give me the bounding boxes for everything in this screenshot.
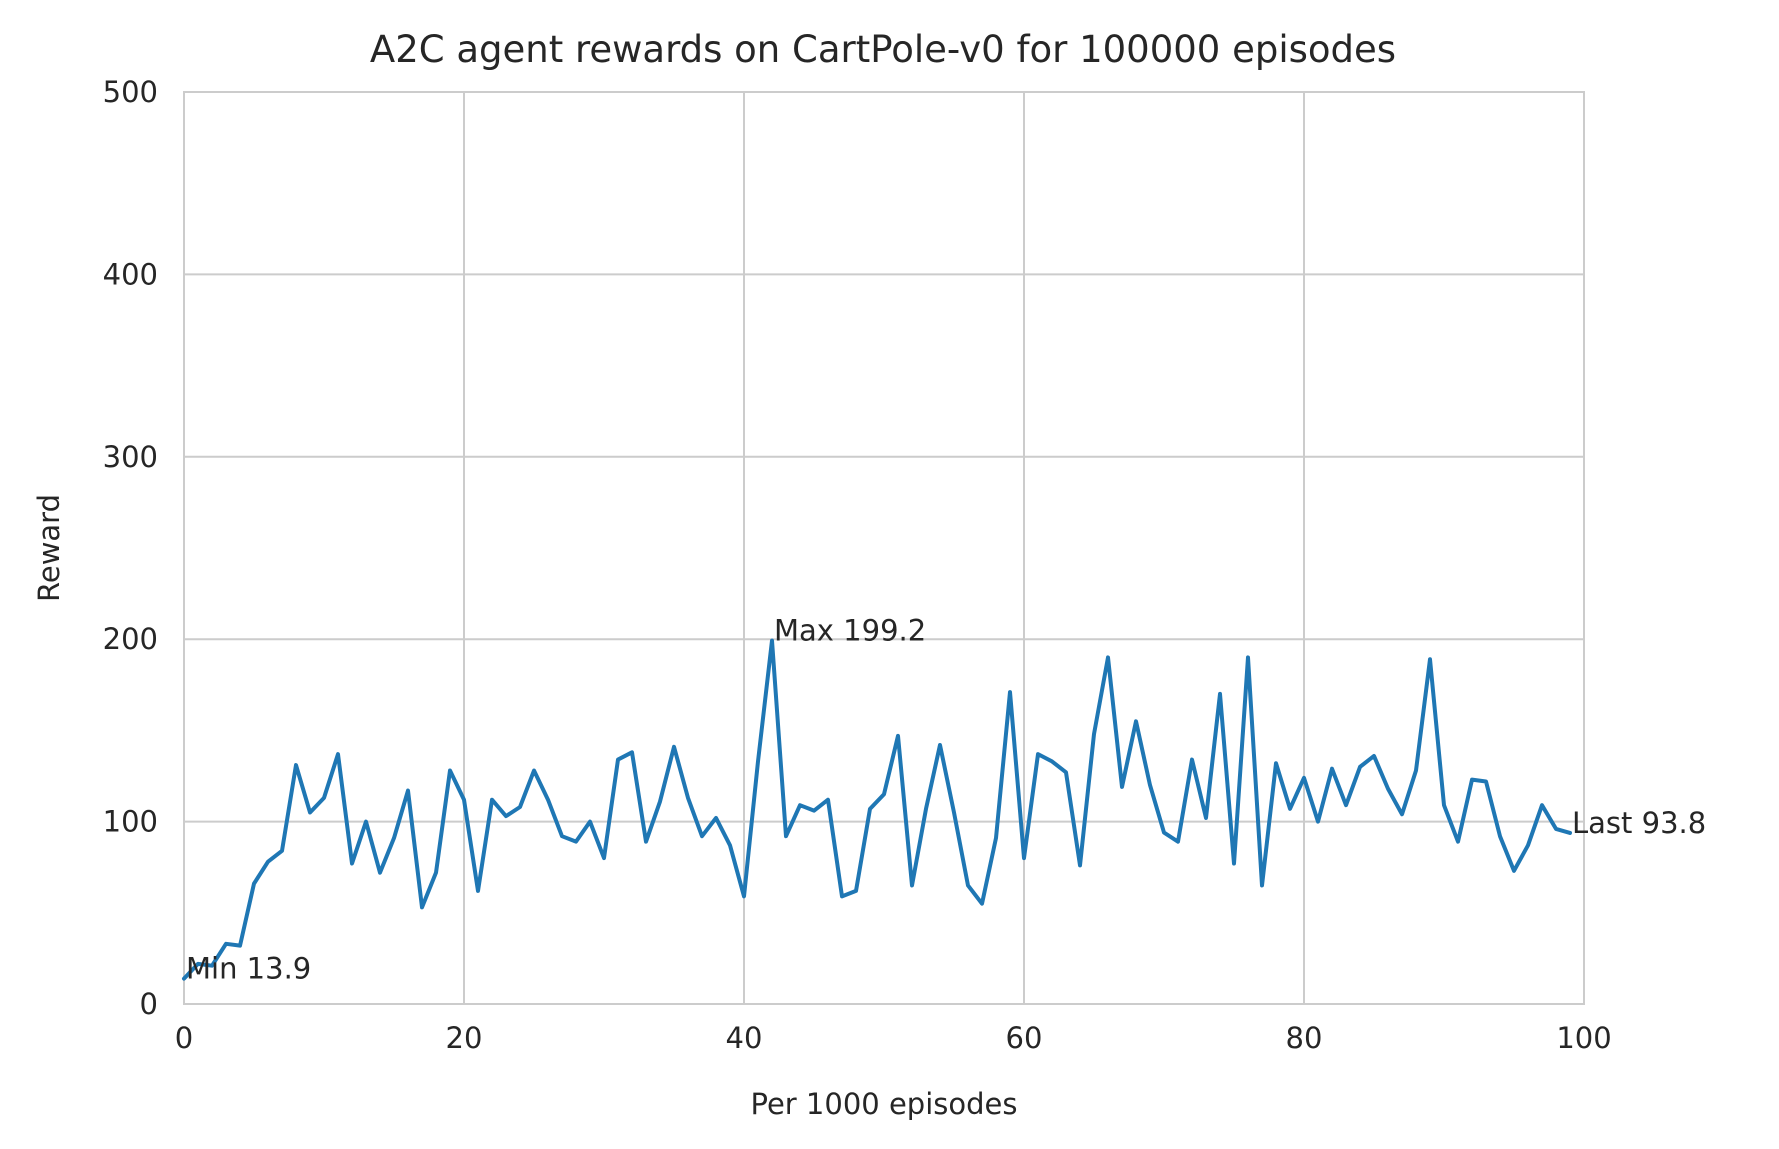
annotation-label: Last 93.8 <box>1572 806 1706 840</box>
x-tick-label: 100 <box>1556 1021 1611 1055</box>
grid <box>183 91 1585 1005</box>
x-tick-label: 0 <box>175 1021 193 1055</box>
series-line <box>182 638 1572 981</box>
plot-frame <box>183 91 1585 1005</box>
x-tick-label: 40 <box>726 1021 763 1055</box>
y-tick-label: 500 <box>103 75 158 109</box>
annotation-label: Max 199.2 <box>774 614 926 648</box>
y-tick-label: 400 <box>103 257 158 291</box>
x-axis-ticks: 0 20 40 60 80 100 <box>175 1021 1612 1055</box>
y-tick-label: 300 <box>103 440 158 474</box>
y-axis-label: Reward <box>32 494 66 602</box>
y-tick-label: 200 <box>103 622 158 656</box>
chart-title: A2C agent rewards on CartPole-v0 for 100… <box>370 28 1396 71</box>
y-tick-label: 100 <box>103 805 158 839</box>
annotations: Min 13.9 Max 199.2 Last 93.8 <box>186 614 1706 986</box>
y-axis-ticks: 0 100 200 300 400 500 <box>103 75 158 1021</box>
annotation-label: Min 13.9 <box>186 952 311 986</box>
x-tick-label: 60 <box>1006 1021 1043 1055</box>
y-tick-label: 0 <box>140 987 158 1021</box>
x-tick-label: 80 <box>1286 1021 1323 1055</box>
x-axis-label: Per 1000 episodes <box>751 1087 1018 1121</box>
x-tick-label: 20 <box>446 1021 483 1055</box>
